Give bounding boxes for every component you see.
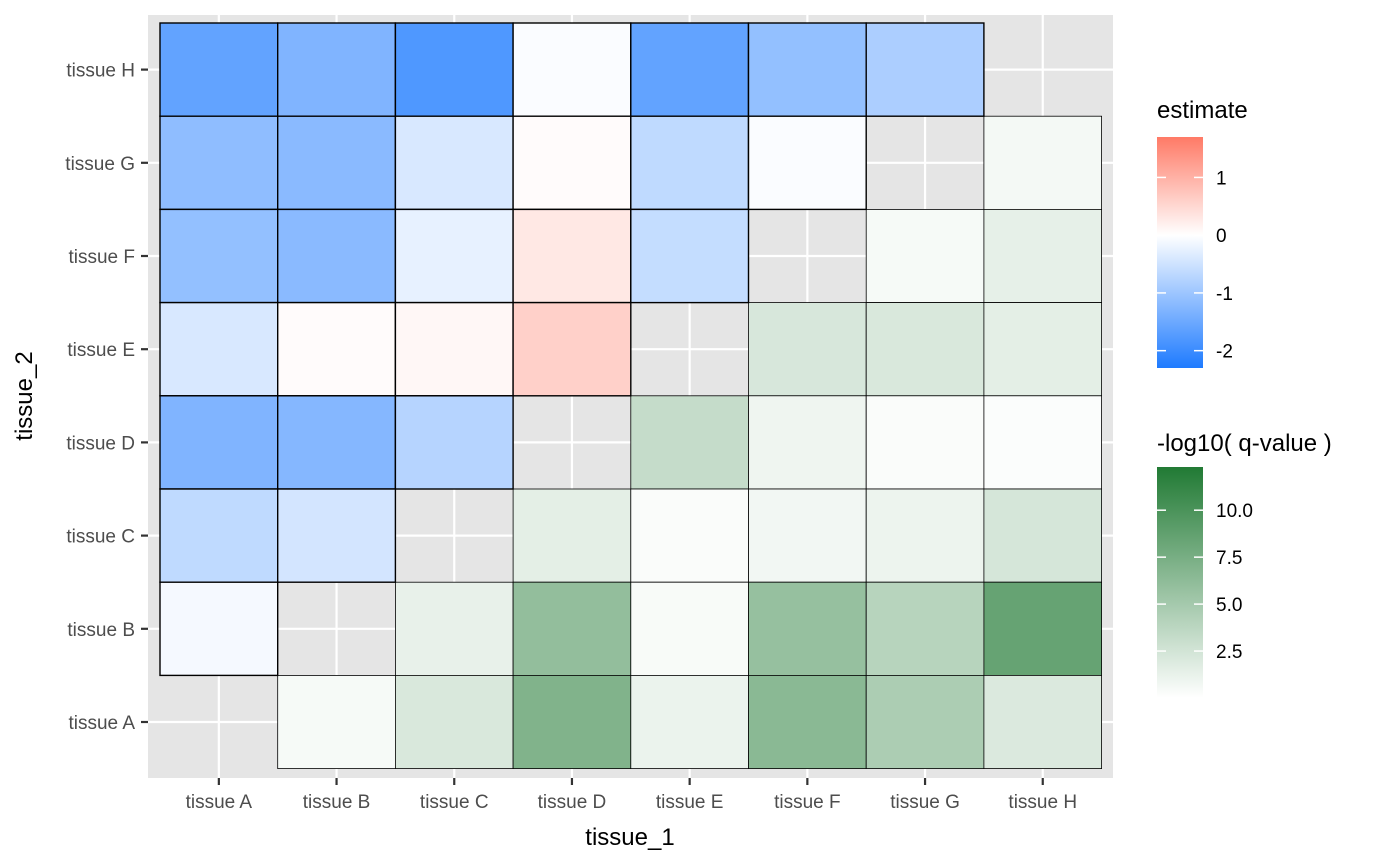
qvalue-tile	[865, 395, 985, 490]
qvalue-tile	[512, 488, 632, 583]
qvalue-tile	[748, 488, 867, 583]
x-tick-label: tissue B	[303, 792, 371, 813]
qvalue-tile	[630, 488, 749, 583]
qvalue-tile	[748, 302, 867, 397]
qvalue-tile	[512, 675, 632, 770]
qvalue-tile	[630, 395, 749, 490]
estimate-tiles	[159, 22, 985, 677]
qvalue-legend-label: 2.5	[1216, 642, 1242, 663]
qvalue-tile	[865, 302, 985, 397]
estimate-tile	[159, 208, 279, 304]
estimate-tile	[277, 488, 397, 583]
estimate-tile	[630, 115, 750, 211]
qvalue-tile	[865, 208, 985, 303]
qvalue-colorbar	[1157, 467, 1203, 698]
estimate-tile	[159, 395, 279, 490]
x-tick-label: tissue F	[774, 792, 841, 813]
y-tick-label: tissue E	[67, 340, 135, 361]
qvalue-legend-ticks: 10.0 7.5 5.0 2.5	[1157, 501, 1253, 663]
y-tick-label: tissue G	[65, 154, 135, 175]
qvalue-tile	[865, 675, 985, 770]
estimate-tile	[394, 208, 514, 304]
estimate-tile	[394, 395, 514, 490]
qvalue-tile	[983, 208, 1103, 303]
x-tick-label: tissue H	[1008, 792, 1077, 813]
estimate-tile	[512, 22, 632, 117]
qvalue-tile	[983, 302, 1103, 397]
x-tick-label: tissue G	[890, 792, 960, 813]
estimate-tile	[512, 301, 632, 397]
y-tick-label: tissue H	[66, 61, 135, 82]
qvalue-legend-label: 7.5	[1216, 548, 1242, 569]
x-tick-label: tissue D	[538, 792, 607, 813]
estimate-tile	[159, 22, 279, 117]
qvalue-tile	[865, 488, 985, 583]
qvalue-tile	[983, 581, 1103, 676]
qvalue-tile	[277, 675, 396, 770]
estimate-legend-title: estimate	[1157, 97, 1248, 124]
qvalue-tile	[983, 395, 1103, 490]
y-tick-label: tissue C	[66, 527, 135, 548]
qvalue-tiles	[277, 115, 1103, 770]
estimate-tile	[159, 115, 279, 211]
x-tick-label: tissue C	[420, 792, 489, 813]
estimate-tile	[394, 301, 514, 397]
y-tick-label: tissue B	[67, 620, 135, 641]
estimate-tile	[394, 115, 514, 211]
y-tick-label: tissue D	[66, 433, 135, 454]
estimate-tile	[277, 208, 397, 304]
qvalue-tile	[983, 488, 1103, 583]
x-axis-title: tissue_1	[585, 824, 674, 851]
y-tick-label: tissue A	[68, 713, 135, 734]
qvalue-legend: -log10( q-value ) 10.0 7.5 5.0 2.5	[1157, 430, 1332, 698]
qvalue-legend-label: 10.0	[1216, 501, 1253, 522]
estimate-tile	[512, 115, 632, 211]
estimate-legend-label: 1	[1216, 168, 1227, 189]
x-tick-label: tissue E	[656, 792, 724, 813]
estimate-tile	[277, 395, 397, 490]
qvalue-tile	[748, 675, 867, 770]
estimate-tile	[865, 22, 985, 117]
estimate-tile	[277, 115, 397, 211]
x-axis: tissue A tissue B tissue C tissue D tissue E…	[186, 778, 1077, 813]
estimate-tile	[277, 22, 397, 117]
estimate-legend-label: -2	[1216, 342, 1233, 363]
estimate-legend: estimate 1 0 -1 -2	[1157, 97, 1248, 368]
qvalue-tile	[394, 581, 514, 676]
estimate-tile	[512, 208, 632, 304]
estimate-legend-label: -1	[1216, 284, 1233, 305]
qvalue-tile	[630, 675, 749, 770]
y-tick-label: tissue F	[68, 247, 135, 268]
qvalue-tile	[748, 581, 867, 676]
estimate-colorbar	[1157, 137, 1203, 368]
x-tick-label: tissue A	[186, 792, 253, 813]
estimate-tile	[159, 301, 279, 397]
qvalue-legend-title: -log10( q-value )	[1157, 430, 1332, 457]
estimate-tile	[159, 581, 279, 677]
estimate-tile	[630, 22, 750, 117]
estimate-legend-label: 0	[1216, 226, 1227, 247]
qvalue-tile	[512, 581, 632, 676]
qvalue-tile	[865, 581, 985, 676]
y-axis: tissue A tissue B tissue C tissue D tissue E…	[65, 61, 148, 734]
estimate-tile	[747, 115, 867, 211]
estimate-tile	[630, 208, 750, 304]
estimate-tile	[747, 22, 867, 117]
estimate-tile	[394, 22, 514, 117]
y-axis-title: tissue_2	[11, 351, 38, 440]
estimate-tile	[159, 488, 279, 583]
qvalue-legend-label: 5.0	[1216, 595, 1242, 616]
qvalue-tile	[983, 675, 1103, 770]
qvalue-tile	[748, 395, 867, 490]
estimate-tile	[277, 301, 397, 397]
qvalue-tile	[983, 115, 1103, 210]
qvalue-tile	[630, 581, 749, 676]
estimate-legend-ticks: 1 0 -1 -2	[1157, 168, 1233, 363]
qvalue-tile	[394, 675, 514, 770]
